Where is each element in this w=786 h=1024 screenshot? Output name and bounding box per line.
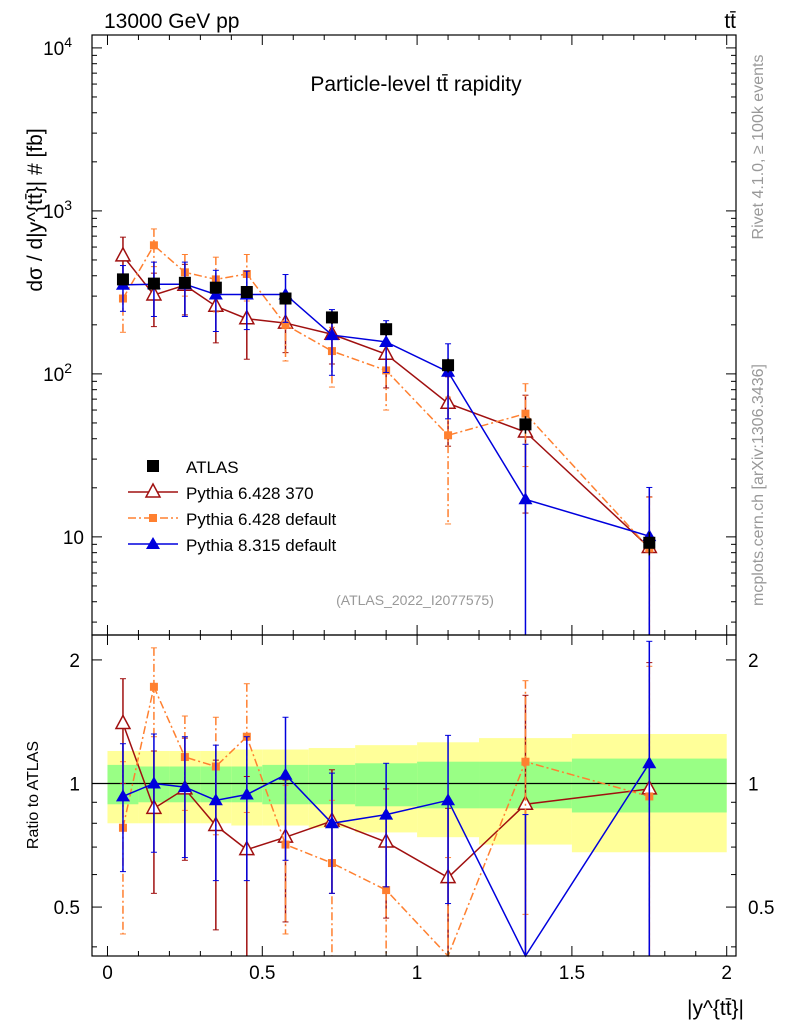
series-2: [118, 228, 654, 635]
x-tick-label: 0: [102, 963, 113, 984]
atlas-point: [442, 359, 455, 372]
y-tick-label: 102: [43, 360, 72, 386]
pythia8-point: [518, 492, 533, 505]
x-tick-label: 2: [721, 963, 732, 984]
energy-label: 13000 GeV pp: [104, 10, 239, 33]
legend-label: Pythia 6.428 default: [186, 510, 337, 529]
legend-entry: Pythia 8.315 default: [128, 536, 337, 555]
pythia8-point: [324, 816, 339, 829]
atlas-point: [116, 273, 129, 286]
pythia8-point: [278, 767, 293, 780]
pythia6-default-point: [521, 757, 530, 766]
pythia8-point: [441, 793, 456, 806]
pythia6-default-point: [382, 886, 391, 895]
pythia6-370-point: [114, 246, 132, 262]
y-tick-label: 103: [43, 197, 72, 223]
ratio-series-3: [115, 640, 657, 958]
atlas-point: [209, 281, 222, 294]
mcplots-label: mcplots.cern.ch [arXiv:1306.3436]: [750, 364, 767, 606]
x-axis-label: |y^{tt̄}|: [687, 997, 744, 1020]
pythia6-default-point: [149, 241, 158, 250]
main-plot-series: [114, 228, 658, 635]
ratio-tick-label: 1: [69, 774, 80, 795]
analysis-id: (ATLAS_2022_I2077575): [336, 592, 494, 608]
pythia8-point: [324, 328, 339, 341]
pythia8-point: [115, 789, 130, 802]
atlas-point: [240, 285, 253, 298]
x-tick-label: 1: [412, 963, 423, 984]
rivet-label: Rivet 4.1.0, ≥ 100k events: [750, 55, 767, 240]
atlas-point: [147, 277, 160, 290]
ratio-plot-series: [114, 640, 658, 958]
pythia8-point: [146, 537, 160, 549]
ratio-tick-label: 2: [748, 651, 759, 672]
y-tick-label: 104: [43, 34, 72, 60]
pythia6-default-point: [521, 409, 530, 418]
legend-entry: Pythia 6.428 default: [128, 510, 337, 529]
pythia6-370-point: [114, 713, 132, 730]
ratio-tick-label: 0.5: [748, 898, 774, 919]
pythia8-point: [146, 776, 161, 789]
ratio-tick-label: 0.5: [54, 898, 80, 919]
pythia8-point: [379, 334, 394, 347]
axes: 0 0.5 1 1.5 2 10 102 103 104 0.5 0.5 1 1 2 2: [43, 34, 774, 984]
pythia8-point: [379, 807, 394, 820]
pythia8-point: [239, 787, 254, 800]
legend-label: Pythia 8.315 default: [186, 536, 337, 555]
series-1: [114, 236, 658, 635]
pythia8-point: [642, 756, 657, 769]
atlas-point: [325, 311, 338, 324]
atlas-point: [147, 460, 159, 472]
y-tick-label: 10: [63, 528, 84, 549]
series-0: [116, 273, 656, 556]
chart-title: Particle-level tt̄ rapidity: [310, 73, 522, 96]
pythia8-point: [177, 780, 192, 793]
legend-entry: Pythia 6.428 370: [128, 482, 314, 503]
series-line: [122, 255, 650, 549]
x-tick-label: 1.5: [559, 963, 585, 984]
ratio-tick-label: 1: [748, 774, 759, 795]
pythia6-default-point: [281, 320, 290, 329]
pythia8-point: [208, 793, 223, 806]
pythia6-default-point: [444, 431, 453, 440]
atlas-point: [178, 276, 191, 289]
atlas-point: [380, 323, 393, 336]
atlas-point: [519, 418, 532, 431]
y-axis-label: dσ / d|y^{tt̄}| # [fb]: [24, 128, 47, 291]
pythia6-default-point: [149, 514, 157, 522]
ratio-frame: [91, 634, 737, 957]
legend-entry: ATLAS: [147, 458, 239, 477]
x-tick-label: 0.5: [249, 963, 275, 984]
atlas-point: [279, 292, 292, 305]
process-label: tt̄: [724, 10, 736, 33]
legend-label: Pythia 6.428 370: [186, 484, 314, 503]
atlas-point: [643, 536, 656, 549]
series-3: [115, 261, 657, 635]
pythia6-default-point: [149, 682, 158, 691]
pythia6-370-point: [144, 482, 162, 498]
legend-label: ATLAS: [186, 458, 239, 477]
ratio-axis-label: Ratio to ATLAS: [25, 741, 42, 849]
ratio-tick-label: 2: [69, 651, 80, 672]
legend: ATLAS Pythia 6.428 370 Pythia 6.428 defaul…: [128, 458, 337, 555]
